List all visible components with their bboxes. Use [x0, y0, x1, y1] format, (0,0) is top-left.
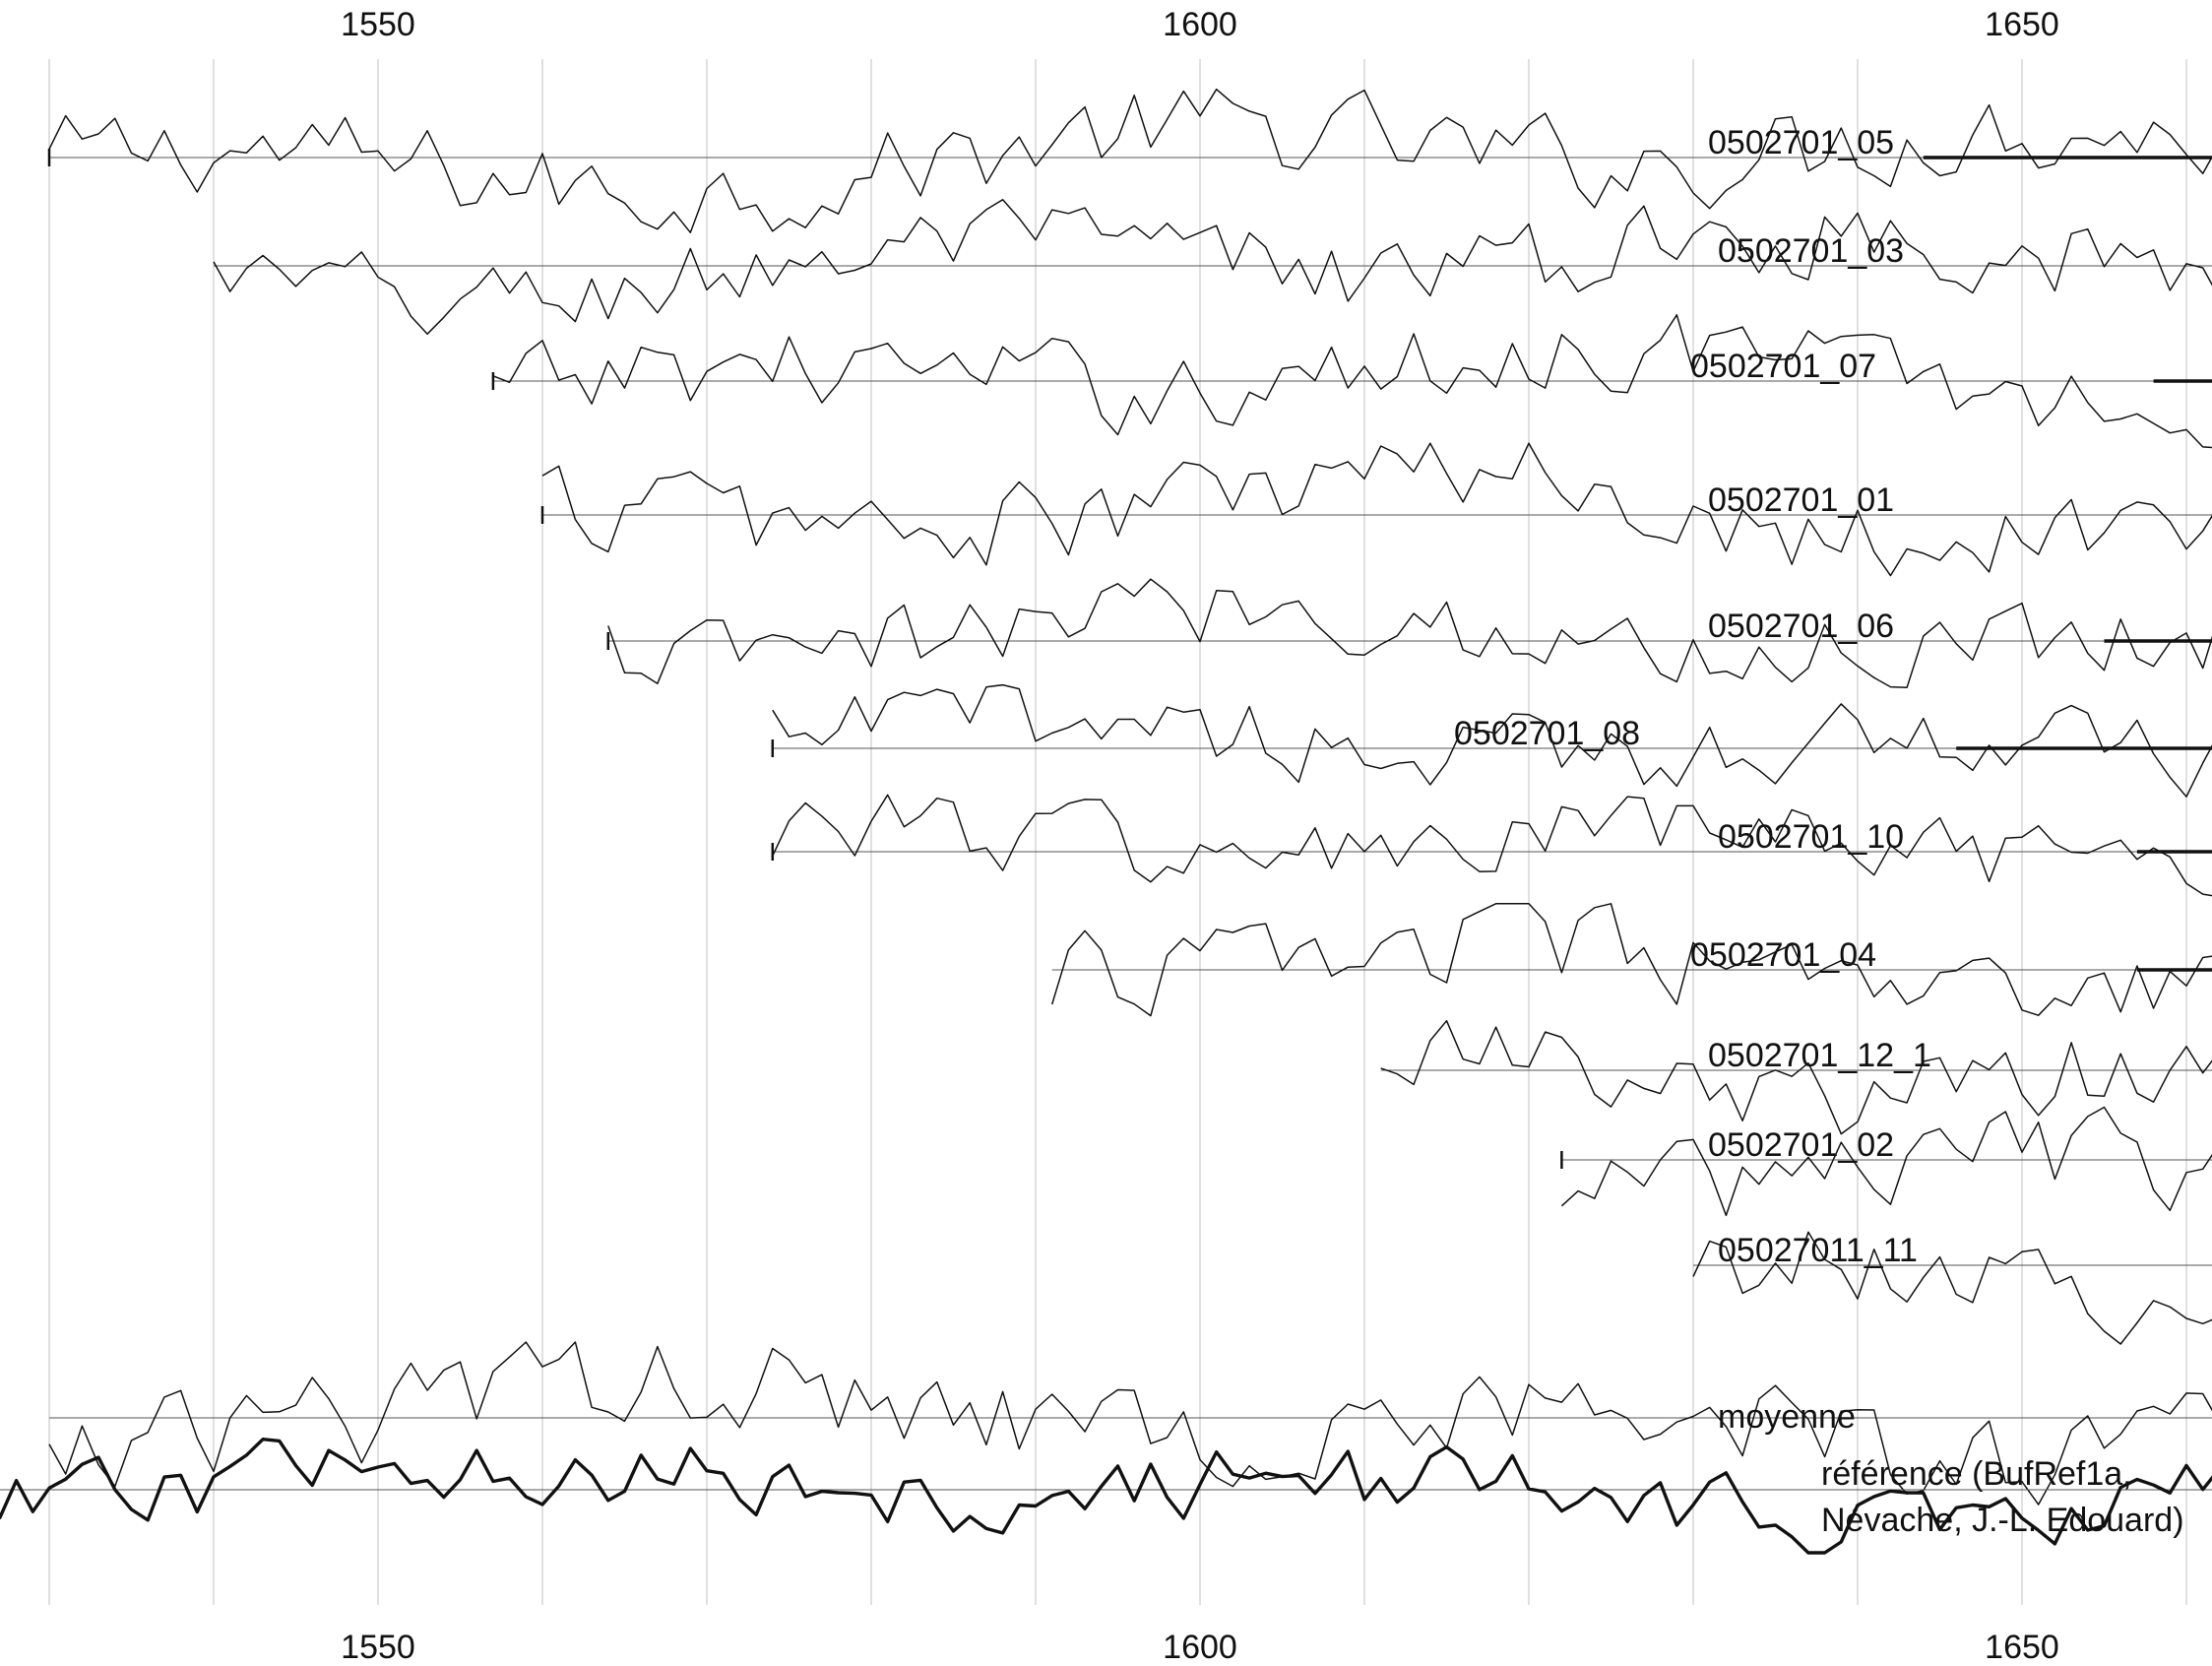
x-tick-label-bottom: 1650 — [1985, 1629, 2059, 1666]
vertical-gridlines — [48, 59, 2187, 1605]
series-layer: 0502701_05 0502701_03 0502701_07 0502701_01… — [0, 88, 2212, 1555]
ring-width-curve — [1380, 1019, 2212, 1135]
series-12: moyenne — [48, 1341, 2212, 1506]
series-label: 0502701_02 — [1708, 1126, 1894, 1164]
series-1: 0502701_05 — [47, 88, 2212, 233]
x-axis-top: 15501600165017001750 — [341, 6, 2059, 43]
x-tick-label-bottom: 1550 — [341, 1629, 415, 1666]
series-7: 0502701_10 — [771, 794, 2212, 897]
ring-width-curve — [48, 88, 2212, 233]
series-label-line2: Névache, J.-L. Edouard) — [1821, 1502, 2184, 1539]
x-tick-label-top: 1650 — [1985, 6, 2059, 43]
series-label: 05027011_11 — [1718, 1232, 1918, 1269]
series-9: 0502701_12_1 — [1380, 1019, 2212, 1135]
series-label: 0502701_10 — [1718, 818, 1904, 856]
series-label: 0502701_03 — [1718, 232, 1904, 270]
series-label: 0502701_08 — [1454, 715, 1640, 752]
series-label: 0502701_05 — [1708, 124, 1894, 161]
ring-width-curve — [492, 314, 2212, 449]
reference-curve — [0, 1438, 2212, 1555]
series-3: 0502701_07 — [491, 314, 2212, 449]
series-label: 0502701_12_1 — [1708, 1037, 1931, 1074]
series-5: 0502701_06 — [606, 578, 2212, 689]
series-label: 0502701_06 — [1708, 608, 1894, 645]
series-label: 0502701_04 — [1690, 936, 1876, 974]
series-11: 05027011_11 — [1692, 1231, 2212, 1345]
x-tick-label-top: 1550 — [341, 6, 415, 43]
ring-width-curve — [607, 578, 2212, 689]
series-label: moyenne — [1718, 1398, 1856, 1436]
series-label: 0502701_07 — [1690, 348, 1876, 385]
x-tick-label-top: 1600 — [1163, 6, 1237, 43]
series-13: référence (BufRef1a, Névache, J.-L. Edoua… — [0, 1438, 2212, 1555]
series-8: 0502701_04 — [1050, 903, 2212, 1017]
series-label: référence (BufRef1a, — [1821, 1455, 2132, 1493]
ring-width-curve — [1692, 1231, 2212, 1345]
ring-width-curve — [541, 442, 2212, 577]
series-label: 0502701_01 — [1708, 481, 1894, 519]
ring-width-curve — [772, 683, 2212, 798]
x-axis-bottom: 15501600165017001750 — [341, 1629, 2059, 1666]
series-6: 0502701_08 — [771, 683, 2212, 798]
x-tick-label-bottom: 1600 — [1163, 1629, 1237, 1666]
ring-width-curve — [213, 199, 2212, 335]
ring-width-curve — [772, 794, 2212, 897]
mean-curve — [48, 1341, 2212, 1506]
ring-width-curve — [1050, 903, 2212, 1017]
series-10: 0502701_02 — [1560, 1106, 2212, 1217]
series-2: 0502701_03 — [213, 199, 2212, 335]
ring-width-curve — [1560, 1106, 2212, 1217]
series-4: 0502701_01 — [540, 442, 2212, 577]
